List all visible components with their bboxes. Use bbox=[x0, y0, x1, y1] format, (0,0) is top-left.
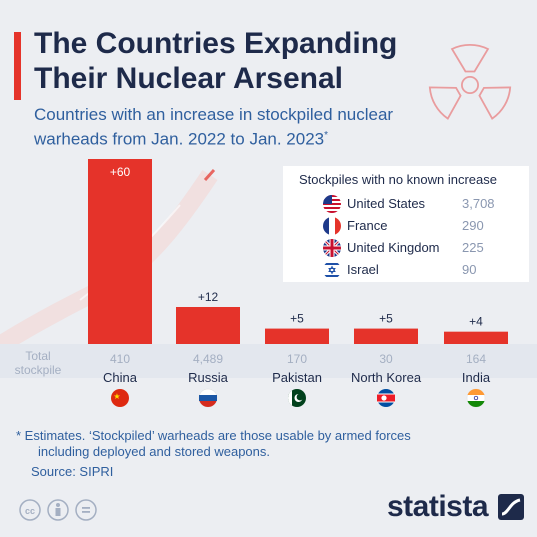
legend-item-name: United States bbox=[347, 196, 426, 211]
india-flag-saffron bbox=[467, 388, 485, 395]
total-stockpile-label-line1: Total bbox=[25, 349, 50, 363]
russia-flag-blue bbox=[199, 395, 217, 401]
legend-item-value: 290 bbox=[462, 218, 484, 233]
bar-value-label: +12 bbox=[198, 290, 219, 304]
usa-flag-icon bbox=[323, 195, 341, 213]
category-label: Pakistan bbox=[272, 370, 322, 385]
israel-flag-icon bbox=[323, 261, 341, 279]
total-stockpile-value: 30 bbox=[379, 352, 393, 366]
bar-chart: Total stockpile +60 410 China ★ +12 4,489 Russ… bbox=[0, 159, 537, 408]
legend-item-name: France bbox=[347, 218, 388, 233]
legend-item-france: France 290 bbox=[323, 216, 523, 236]
legend-item-value: 225 bbox=[462, 240, 484, 255]
legend-item-israel: Israel 90 bbox=[323, 260, 523, 280]
legend-item-name: Israel bbox=[347, 262, 379, 277]
bar bbox=[354, 328, 418, 344]
statista-logo: statista bbox=[387, 490, 489, 523]
legend-item-united-kingdom: United Kingdom 225 bbox=[323, 238, 523, 258]
category-label: Russia bbox=[188, 370, 229, 385]
bar bbox=[265, 328, 329, 344]
footnote-line1: * Estimates. ‘Stockpiled’ warheads are t… bbox=[16, 428, 411, 443]
bar bbox=[176, 307, 240, 344]
india-flag-chakra bbox=[473, 395, 479, 401]
page-title: The Countries Expanding Their Nuclear Ar… bbox=[34, 27, 398, 95]
category-label: North Korea bbox=[351, 370, 422, 385]
india-flag-green bbox=[467, 401, 485, 408]
radiation-icon bbox=[428, 44, 512, 120]
china-flag-star: ★ bbox=[113, 392, 120, 401]
bar bbox=[88, 159, 152, 344]
legend-box: Stockpiles with no known increase United… bbox=[283, 166, 529, 282]
subtitle: Countries with an increase in stockpiled… bbox=[34, 104, 454, 150]
total-stockpile-strip bbox=[0, 344, 537, 378]
source-text: Source: SIPRI bbox=[31, 464, 114, 479]
legend-item-value: 90 bbox=[462, 262, 477, 277]
total-stockpile-label-line2: stockpile bbox=[15, 363, 62, 377]
subtitle-text: Countries with an increase in stockpiled… bbox=[34, 105, 394, 149]
subtitle-footnote-mark: * bbox=[324, 130, 329, 141]
bar-value-label: +5 bbox=[290, 312, 304, 326]
china-flag-icon bbox=[111, 389, 129, 407]
svg-text:cc: cc bbox=[25, 506, 35, 516]
total-stockpile-value: 164 bbox=[466, 352, 486, 366]
bar-value-label: +4 bbox=[469, 315, 483, 329]
bar-value-label: +5 bbox=[379, 312, 393, 326]
footnote: * Estimates. ‘Stockpiled’ warheads are t… bbox=[16, 428, 456, 460]
footnote-line2: including deployed and stored weapons. bbox=[38, 444, 271, 459]
pakistan-flag-white bbox=[287, 390, 292, 406]
total-stockpile-value: 4,489 bbox=[193, 352, 223, 366]
category-label: China bbox=[103, 370, 138, 385]
pakistan-flag-crescent-cut bbox=[296, 393, 304, 401]
france-flag-icon bbox=[323, 217, 341, 235]
legend-item-name: United Kingdom bbox=[347, 240, 440, 255]
legend-item-united-states: United States 3,708 bbox=[323, 194, 523, 214]
russia-flag-red bbox=[199, 401, 217, 408]
legend-item-value: 3,708 bbox=[462, 196, 495, 211]
legend-title: Stockpiles with no known increase bbox=[299, 172, 497, 187]
total-stockpile-value: 170 bbox=[287, 352, 307, 366]
category-label: India bbox=[462, 370, 491, 385]
bar bbox=[444, 331, 508, 344]
creative-commons-icons: cc bbox=[19, 499, 97, 521]
bar-value-label: +60 bbox=[110, 165, 131, 179]
accent-bar bbox=[14, 32, 21, 100]
statista-logo-icon bbox=[498, 494, 524, 520]
total-stockpile-value: 410 bbox=[110, 352, 130, 366]
north-korea-flag-disc bbox=[381, 395, 387, 401]
uk-flag-icon bbox=[323, 239, 341, 257]
